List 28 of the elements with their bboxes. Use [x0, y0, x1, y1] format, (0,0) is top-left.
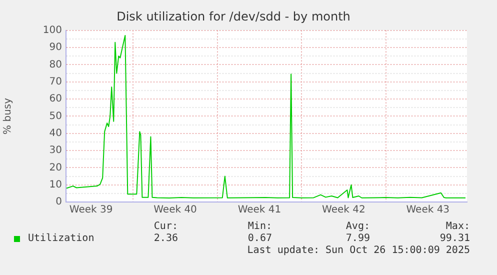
x-tick-label: Week 42 [322, 204, 366, 216]
chart-title: Disk utilization for /dev/sdd - by month [116, 9, 350, 24]
legend-label: Utilization [27, 233, 94, 244]
y-tick-label: 60 [49, 94, 62, 105]
y-tick-label: 80 [49, 59, 62, 70]
text: 99.31 [440, 233, 470, 244]
x-tick-label: Week 40 [154, 204, 197, 216]
text: Last update: Sun Oct 26 15:00:09 2025 [247, 245, 470, 256]
text: Cur: [154, 221, 178, 232]
y-tick-label: 40 [49, 128, 62, 139]
y-tick-label: 50 [49, 110, 62, 122]
y-tick-label: 10 [49, 179, 62, 190]
y-tick-label: 90 [49, 42, 62, 54]
text: 7.99 [346, 233, 370, 244]
text: Min: [248, 221, 272, 232]
y-tick-label: 70 [49, 76, 62, 88]
text: Max: [446, 221, 470, 232]
text: Avg: [346, 221, 370, 232]
text: 0.67 [248, 233, 272, 244]
x-tick-label: Week 41 [238, 204, 282, 216]
y-tick-label: 100 [42, 24, 62, 36]
x-tick-label: Week 43 [406, 204, 450, 216]
x-tick-label: Week 39 [69, 204, 113, 216]
y-tick-label: 20 [49, 162, 62, 174]
y-tick-label: 0 [56, 196, 62, 208]
y-tick-label: 30 [49, 145, 62, 156]
text: 2.36 [154, 233, 178, 244]
y-axis-title: % busy [2, 98, 14, 134]
